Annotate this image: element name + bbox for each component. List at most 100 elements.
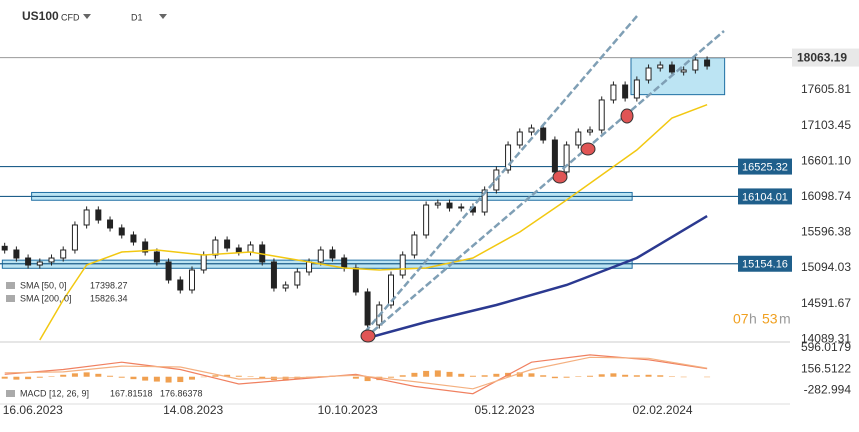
macd-bar [540, 375, 546, 376]
x-tick-label: 02.02.2024 [633, 403, 693, 417]
macd-bar [657, 375, 663, 376]
macd-bar [2, 377, 8, 379]
candle-body [108, 220, 113, 228]
candle-body [342, 258, 347, 268]
range-box [631, 58, 725, 95]
macd-bar [587, 376, 593, 377]
instrument-kind: CFD [61, 12, 80, 22]
candle-body [517, 132, 522, 145]
candle-body [552, 140, 557, 172]
macd-bar [470, 376, 476, 377]
macd-bar [447, 372, 453, 377]
macd-bar [107, 376, 113, 377]
macd-legend-value: 176.86378 [160, 388, 203, 398]
candle-body [424, 205, 429, 235]
x-tick-label: 05.12.2023 [475, 403, 535, 417]
macd-legend-name: MACD [12, 26, 9] [20, 388, 89, 398]
macd-bar [177, 377, 183, 382]
y-tick-label: 15094.03 [801, 260, 851, 274]
macd-bar [212, 375, 218, 376]
candle-body [599, 100, 604, 130]
macd-bar [189, 377, 195, 380]
candle-body [588, 130, 593, 132]
x-tick-label: 10.10.2023 [318, 403, 378, 417]
legend-icon [6, 295, 15, 302]
y-tick-label: 16601.10 [801, 153, 851, 167]
candle-body [283, 285, 288, 288]
macd-bar [236, 376, 242, 377]
candle-body [669, 65, 674, 72]
candle-body [213, 240, 218, 255]
candle-body [119, 228, 124, 235]
y-tick-label: 14591.67 [801, 296, 851, 310]
candle-body [72, 225, 77, 250]
macd-bar [646, 375, 652, 377]
macd-legend-value: 167.81518 [110, 388, 153, 398]
candle-body [447, 203, 452, 208]
macd-bar [166, 377, 172, 383]
low-marker [621, 109, 633, 123]
macd-bar [60, 375, 66, 377]
macd-bar [84, 372, 90, 376]
countdown-unit: h [749, 311, 757, 327]
low-marker [361, 330, 375, 342]
candle-body [693, 60, 698, 70]
candle-body [37, 262, 42, 265]
candle-body [400, 255, 405, 275]
legend-value: 17398.27 [90, 280, 128, 290]
candle-body [2, 246, 7, 250]
candle-body [49, 258, 54, 262]
candle-body [295, 272, 300, 285]
candle-body [131, 235, 136, 242]
x-tick-label: 14.08.2023 [163, 403, 223, 417]
x-tick-label: 16.06.2023 [3, 403, 63, 417]
candle-body [271, 262, 276, 288]
y-tick-label: 17605.81 [801, 82, 851, 96]
legend-value: 15826.34 [90, 293, 128, 303]
candle-body [61, 250, 66, 258]
low-marker [553, 171, 567, 183]
candle-body [330, 250, 335, 258]
macd-bar [142, 377, 148, 381]
macd-tick-label: 156.5122 [801, 361, 851, 375]
macd-bar [13, 377, 19, 380]
legend-icon [6, 282, 15, 289]
macd-bar [72, 373, 78, 376]
macd-bar [423, 371, 429, 377]
macd-bar [482, 375, 488, 376]
candle-body [84, 210, 89, 225]
y-tick-label: 15596.38 [801, 225, 851, 239]
candle-body [154, 252, 159, 262]
macd-tick-label: 596.0179 [801, 340, 851, 354]
candle-body [506, 145, 511, 170]
legend-name: SMA [50, 0] [20, 280, 67, 290]
candle-body [658, 65, 663, 68]
candle-body [178, 280, 183, 290]
macd-bar [154, 377, 160, 382]
candle-body [459, 207, 464, 208]
macd-bar [353, 377, 359, 379]
candle-body [634, 80, 639, 98]
macd-tick-label: -282.994 [804, 383, 852, 397]
symbol[interactable]: US100 [22, 9, 59, 23]
candle-body [248, 245, 253, 252]
candle-body [435, 203, 440, 205]
macd-bar [25, 377, 31, 379]
candle-body [681, 70, 686, 72]
candle-body [705, 60, 710, 66]
timeframe[interactable]: D1 [131, 12, 143, 22]
y-tick-label: 17103.45 [801, 118, 851, 132]
candle-body [412, 235, 417, 255]
low-marker [581, 143, 595, 155]
candle-body [225, 240, 230, 248]
last-price-label: 18063.19 [797, 51, 847, 65]
candle-body [611, 85, 616, 100]
macd-bar [435, 370, 441, 376]
level-label: 16104.01 [742, 191, 788, 203]
macd-bar [411, 373, 417, 377]
candle-body [189, 270, 194, 290]
level-label: 15154.16 [742, 259, 788, 271]
candle-body [318, 250, 323, 262]
